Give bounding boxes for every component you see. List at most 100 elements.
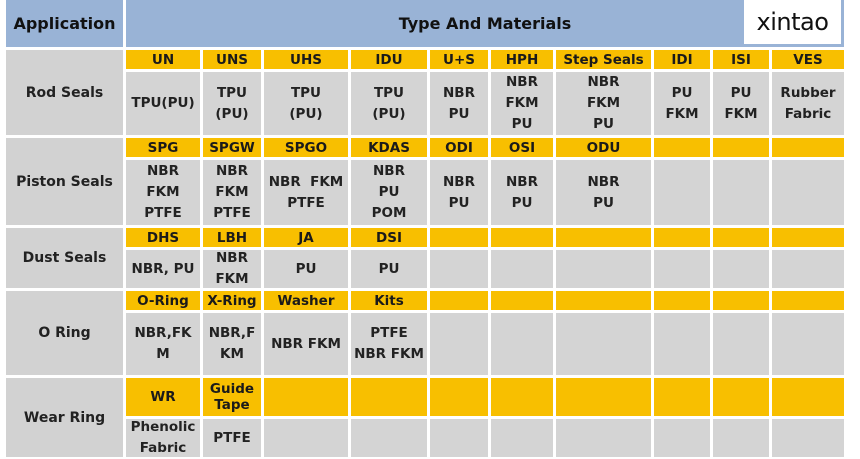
material-cell xyxy=(491,313,553,375)
type-cell xyxy=(430,228,488,247)
type-cell xyxy=(491,291,553,310)
type-cell: O-Ring xyxy=(126,291,200,310)
type-cell xyxy=(556,291,651,310)
material-cell xyxy=(654,250,710,288)
type-cell xyxy=(491,228,553,247)
type-cell: IDU xyxy=(351,50,427,69)
type-cell xyxy=(713,228,769,247)
type-cell xyxy=(351,378,427,416)
material-cell xyxy=(430,419,488,457)
material-cell: NBR FKM xyxy=(264,313,348,375)
type-cell: DHS xyxy=(126,228,200,247)
material-cell: TPU (PU) xyxy=(351,72,427,135)
type-cell: SPGW xyxy=(203,138,261,157)
type-cell: UNS xyxy=(203,50,261,69)
material-cell xyxy=(772,419,844,457)
material-cell: PU xyxy=(264,250,348,288)
xintao-logo: xintao xyxy=(744,0,841,44)
type-cell: X-Ring xyxy=(203,291,261,310)
material-cell xyxy=(713,160,769,225)
material-cell xyxy=(772,250,844,288)
material-cell: NBR FKM PU xyxy=(556,72,651,135)
application-header: Application xyxy=(6,0,123,47)
material-cell xyxy=(772,313,844,375)
material-cell: PTFE NBR FKM xyxy=(351,313,427,375)
type-cell: UHS xyxy=(264,50,348,69)
material-cell: NBR FKM PTFE xyxy=(264,160,348,225)
type-cell: HPH xyxy=(491,50,553,69)
type-cell: ODI xyxy=(430,138,488,157)
type-cell: OSI xyxy=(491,138,553,157)
material-cell xyxy=(351,419,427,457)
type-cell: VES xyxy=(772,50,844,69)
application-cell: Piston Seals xyxy=(6,138,123,225)
type-cell xyxy=(556,228,651,247)
type-cell: IDI xyxy=(654,50,710,69)
type-cell: UN xyxy=(126,50,200,69)
type-cell: U+S xyxy=(430,50,488,69)
material-cell xyxy=(654,313,710,375)
material-cell: PU FKM xyxy=(654,72,710,135)
material-cell: Rubber Fabric xyxy=(772,72,844,135)
material-cell xyxy=(556,250,651,288)
type-cell: Kits xyxy=(351,291,427,310)
type-cell xyxy=(713,378,769,416)
material-cell: NBR,FK M xyxy=(126,313,200,375)
type-cell xyxy=(654,291,710,310)
material-cell xyxy=(713,313,769,375)
material-cell: NBR FKM PU xyxy=(491,72,553,135)
material-cell xyxy=(491,419,553,457)
material-cell: PTFE xyxy=(203,419,261,457)
material-cell: PU FKM xyxy=(713,72,769,135)
material-cell: NBR FKM PTFE xyxy=(203,160,261,225)
type-cell: SPGO xyxy=(264,138,348,157)
type-cell: KDAS xyxy=(351,138,427,157)
material-cell: TPU(PU) xyxy=(126,72,200,135)
type-cell: DSI xyxy=(351,228,427,247)
type-cell: Washer xyxy=(264,291,348,310)
material-cell: Phenolic Fabric xyxy=(126,419,200,457)
application-cell: Wear Ring xyxy=(6,378,123,457)
material-cell: NBR FKM xyxy=(203,250,261,288)
type-cell xyxy=(772,291,844,310)
type-cell xyxy=(491,378,553,416)
material-cell xyxy=(713,250,769,288)
material-cell xyxy=(491,250,553,288)
material-cell xyxy=(772,160,844,225)
material-cell xyxy=(654,160,710,225)
type-cell: Guide Tape xyxy=(203,378,261,416)
material-cell xyxy=(654,419,710,457)
material-cell xyxy=(430,250,488,288)
type-cell: SPG xyxy=(126,138,200,157)
material-cell xyxy=(713,419,769,457)
material-cell xyxy=(556,419,651,457)
type-cell: LBH xyxy=(203,228,261,247)
material-cell: TPU (PU) xyxy=(203,72,261,135)
material-cell: NBR PU xyxy=(430,160,488,225)
type-materials-header: Type And Materials xyxy=(126,0,844,47)
type-cell: ISI xyxy=(713,50,769,69)
application-cell: Dust Seals xyxy=(6,228,123,288)
material-cell: NBR PU xyxy=(430,72,488,135)
type-cell xyxy=(430,378,488,416)
material-cell: NBR,F KM xyxy=(203,313,261,375)
type-cell xyxy=(430,291,488,310)
material-cell xyxy=(264,419,348,457)
material-cell: PU xyxy=(351,250,427,288)
type-cell xyxy=(772,228,844,247)
type-cell xyxy=(264,378,348,416)
material-cell xyxy=(556,313,651,375)
material-cell xyxy=(430,313,488,375)
type-cell xyxy=(772,138,844,157)
type-cell: ODU xyxy=(556,138,651,157)
type-cell xyxy=(654,138,710,157)
material-cell: NBR PU xyxy=(491,160,553,225)
material-cell: NBR FKM PTFE xyxy=(126,160,200,225)
type-cell xyxy=(654,228,710,247)
type-cell: WR xyxy=(126,378,200,416)
type-cell xyxy=(654,378,710,416)
material-cell: NBR PU POM xyxy=(351,160,427,225)
application-cell: Rod Seals xyxy=(6,50,123,135)
material-cell: NBR PU xyxy=(556,160,651,225)
type-cell xyxy=(556,378,651,416)
